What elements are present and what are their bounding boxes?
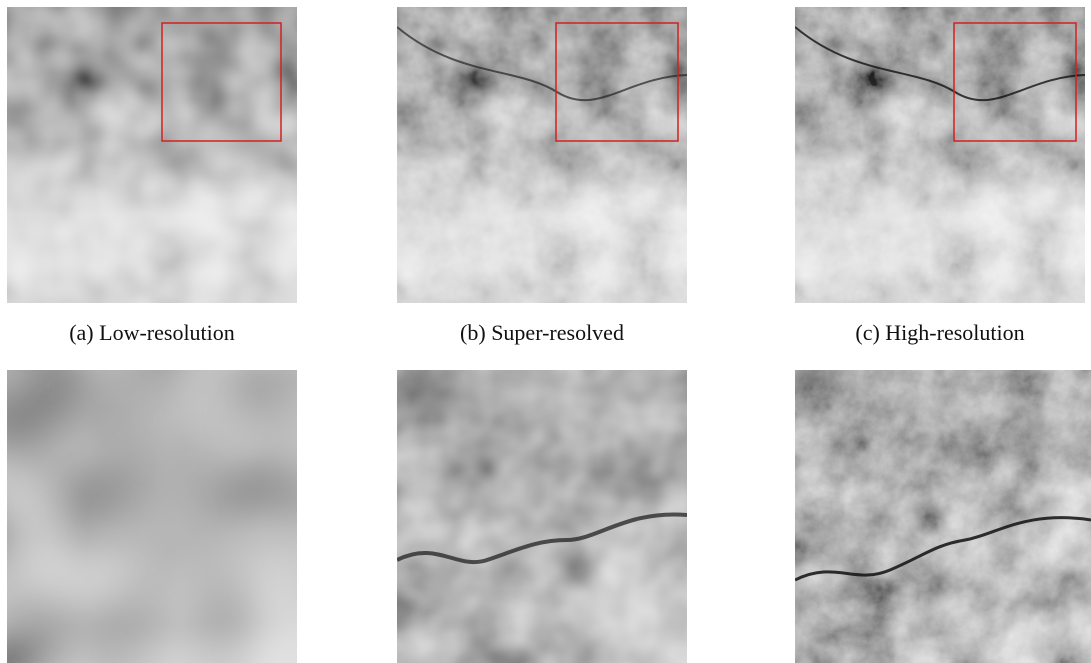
low-res-crop — [7, 370, 297, 663]
high-res-crop — [795, 370, 1091, 663]
caption: (b) Super-resolved — [397, 318, 687, 348]
figure-page: (a) Low-resolution (b) Super-resolved (c… — [0, 0, 1091, 663]
caption: (c) High-resolution — [795, 318, 1085, 348]
caption: (a) Low-resolution — [7, 318, 297, 348]
super-resolved-image — [397, 7, 687, 303]
low-res-image — [7, 7, 297, 303]
super-resolved-crop — [397, 370, 687, 663]
high-res-image — [795, 7, 1085, 303]
